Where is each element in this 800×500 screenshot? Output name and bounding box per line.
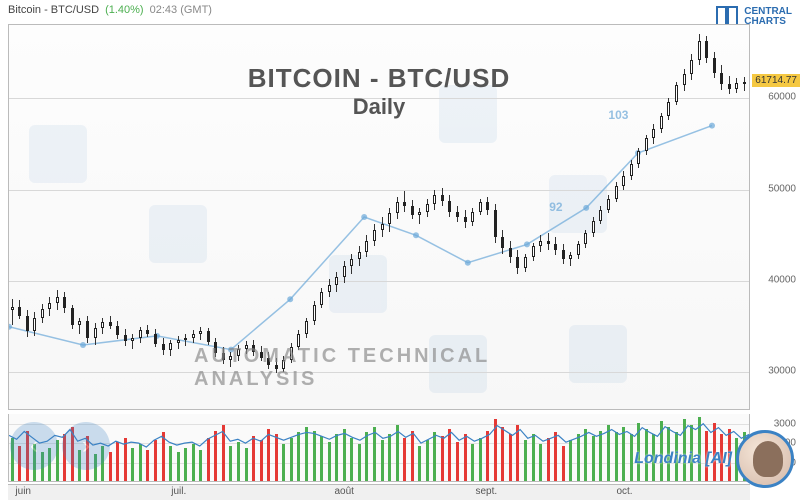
overlay-number: 92 bbox=[549, 200, 562, 214]
nav-arrows[interactable]: ‹ › bbox=[10, 422, 110, 470]
x-tick: sept. bbox=[475, 486, 497, 497]
x-tick: juin bbox=[15, 486, 31, 497]
overlay-number: 103 bbox=[608, 108, 628, 122]
current-price-tag: 61714.77 bbox=[752, 74, 800, 87]
timestamp: 02:43 (GMT) bbox=[150, 4, 212, 16]
chart-header: Bitcoin - BTC/USD (1.40%) 02:43 (GMT) bbox=[0, 0, 800, 20]
x-tick: juil. bbox=[171, 486, 186, 497]
pair-name: Bitcoin - BTC/USD bbox=[8, 4, 99, 16]
ai-avatar-icon[interactable] bbox=[736, 430, 794, 488]
nav-left-icon[interactable]: ‹ bbox=[10, 422, 58, 470]
x-axis: juin juil. août sept. oct. bbox=[8, 484, 750, 500]
x-tick: août bbox=[334, 486, 353, 497]
price-change: (1.40%) bbox=[105, 4, 144, 16]
chart-subtitle: AUTOMATIC TECHNICAL ANALYSIS bbox=[194, 345, 564, 391]
volume-chart[interactable] bbox=[8, 414, 750, 482]
chart-title: BITCOIN - BTC/USD Daily bbox=[248, 63, 511, 120]
price-y-axis: 3000040000500006000061714.77 bbox=[752, 24, 800, 410]
price-chart[interactable]: 92 103 BITCOIN - BTC/USD Daily AUTOMATIC … bbox=[8, 24, 750, 410]
nav-right-icon[interactable]: › bbox=[62, 422, 110, 470]
x-tick: oct. bbox=[616, 486, 632, 497]
ai-label: Londinia [AI] bbox=[634, 450, 732, 468]
